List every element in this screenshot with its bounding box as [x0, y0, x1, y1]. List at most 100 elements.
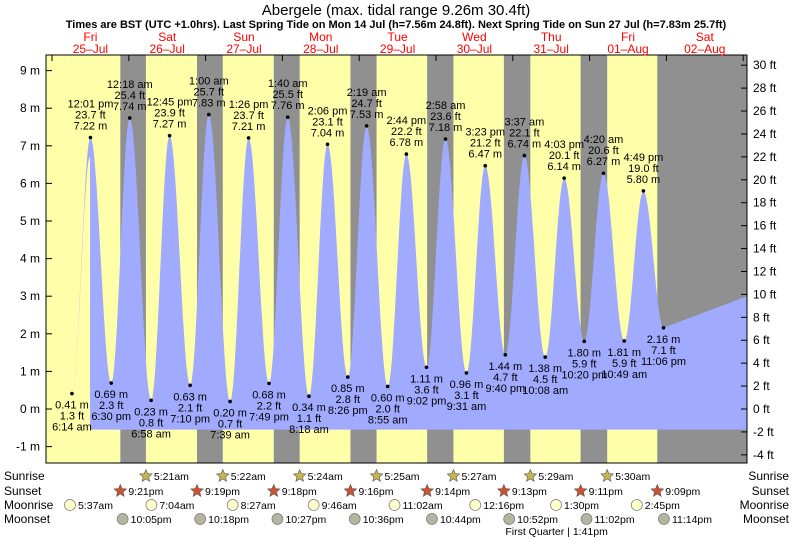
moon-icon — [271, 513, 284, 525]
right-tick-label: 0 ft — [753, 402, 770, 416]
moonrise-time: 11:02am — [403, 500, 443, 512]
sun-star-icon — [446, 468, 461, 482]
tide-time: 12:01 pm — [68, 99, 114, 111]
sun-star-icon — [496, 483, 511, 497]
tide-feet: 25.5 ft — [272, 89, 303, 101]
sun-star-icon — [266, 483, 281, 497]
tide-feet: 2.8 ft — [336, 394, 360, 406]
sun-star-icon — [138, 468, 153, 482]
sunrise-time: 5:24am — [308, 471, 343, 483]
row-label-right: Moonrise — [740, 498, 790, 512]
tide-point — [543, 355, 548, 359]
tide-point — [385, 384, 390, 389]
tide-time: 1:26 pm — [229, 99, 269, 111]
tide-feet: 2.1 ft — [178, 402, 202, 414]
moonrise-time: 12:16pm — [483, 500, 524, 512]
moon-icon — [388, 499, 401, 511]
right-tick-label: 22 ft — [753, 150, 777, 164]
tide-metres: 0.68 m — [252, 389, 286, 401]
left-tick-label: 5 m — [20, 214, 40, 228]
sun-star-icon — [343, 483, 358, 497]
day-date: 25–Jul — [73, 42, 108, 56]
tide-feet: 20.6 ft — [588, 145, 619, 157]
tide-feet: 19.0 ft — [628, 163, 659, 175]
tide-metres: 7.21 m — [232, 121, 266, 133]
left-tick-label: -1 m — [16, 440, 40, 454]
tide-metres: 7.04 m — [311, 127, 345, 139]
left-tick-label: 1 m — [20, 364, 40, 378]
tide-feet: 25.4 ft — [114, 90, 145, 102]
sunrise-time: 5:21am — [154, 471, 189, 483]
left-tick-label: 2 m — [20, 327, 40, 341]
tide-feet: 0.8 ft — [139, 417, 163, 429]
day-date: 01–Aug — [607, 42, 648, 56]
astronomy-rows: Sunrise Sunrise 5:21am 5:22am 5:24am 5:25am 5:… — [4, 468, 790, 538]
tide-metres: 7.83 m — [192, 98, 226, 110]
tide-time: 2:19 am — [347, 87, 387, 99]
tide-point — [601, 171, 606, 176]
right-tick-label: 10 ft — [753, 287, 777, 301]
left-tick-label: 4 m — [20, 252, 40, 266]
sunset-time: 9:13pm — [512, 486, 547, 498]
right-tick-label: 14 ft — [753, 242, 777, 256]
moon-icon — [145, 499, 158, 511]
tide-metres: 6.47 m — [468, 149, 502, 161]
day-date: 31–Jul — [534, 42, 569, 56]
tide-point — [167, 133, 172, 138]
tide-point — [307, 394, 311, 399]
tide-feet: 23.7 ft — [75, 110, 106, 122]
tide-feet: 22.2 ft — [391, 126, 422, 138]
sunset-time: 9:11pm — [589, 486, 623, 498]
tide-feet: 2.2 ft — [257, 400, 281, 412]
tide-time: 4:49 pm — [624, 152, 664, 164]
tide-time: 10:49 am — [601, 369, 647, 381]
tide-curve — [71, 114, 747, 430]
left-tick-label: 0 m — [20, 402, 40, 416]
tide-time: 6:14 am — [52, 422, 92, 434]
left-tick-label: 3 m — [20, 289, 40, 303]
day-date: 27–Jul — [226, 42, 261, 56]
tide-time: 4:03 pm — [544, 139, 584, 151]
day-band — [46, 55, 67, 463]
tide-point — [188, 383, 192, 388]
tide-metres: 5.80 m — [627, 174, 661, 186]
right-tick-label: 2 ft — [753, 379, 770, 393]
tide-point — [228, 399, 232, 404]
right-tick-label: 24 ft — [753, 127, 777, 141]
tide-time: 2:58 am — [426, 100, 466, 112]
right-axis: -4 ft -2 ft 0 ft 2 ft 4 ft 6 ft 8 ft 10 ft 12 ft… — [741, 58, 777, 462]
tide-metres: 0.85 m — [331, 383, 365, 395]
tide-metres: 0.41 m — [55, 400, 89, 412]
tide-metres: 0.23 m — [134, 406, 168, 418]
sunrise-time: 5:30am — [615, 471, 650, 483]
tide-time: 6:30 pm — [91, 411, 131, 423]
tide-point — [503, 353, 508, 357]
sun-star-icon — [113, 483, 128, 497]
day-name: Mon — [309, 30, 332, 44]
day-name: Sat — [158, 30, 177, 44]
moonrise-time: 2:45pm — [645, 500, 680, 512]
tide-point — [88, 135, 93, 140]
tide-metres: 7.76 m — [271, 100, 305, 112]
tide-point — [325, 142, 330, 147]
tide-metres: 0.63 m — [173, 391, 207, 403]
sun-star-icon — [650, 483, 665, 497]
row-label-left: Sunset — [4, 484, 42, 498]
moon-icon — [550, 499, 562, 511]
row-label-left: Moonrise — [4, 498, 54, 512]
sun-star-icon — [190, 483, 204, 497]
left-axis: -1 m 0 m 1 m 2 m 3 m 4 m 5 m 6 m 7 m 8 m 9 m — [16, 64, 52, 454]
tide-time: 6:58 am — [131, 428, 171, 440]
row-label-right: Sunset — [752, 484, 790, 498]
tide-point — [443, 137, 448, 141]
moon-phase: First Quarter | 1:41pm — [505, 526, 608, 538]
tide-time: 8:18 am — [289, 424, 329, 436]
sun-star-icon — [292, 468, 307, 482]
chart-title: Abergele (max. tidal range 9.26m 30.4ft) — [262, 2, 530, 19]
day-date: 02–Aug — [684, 42, 725, 56]
tide-point — [364, 124, 369, 128]
sunrise-time: 5:27am — [461, 471, 496, 483]
tide-area — [71, 114, 747, 430]
left-tick-label: 9 m — [20, 64, 40, 78]
tide-feet: 1.1 ft — [297, 413, 321, 425]
